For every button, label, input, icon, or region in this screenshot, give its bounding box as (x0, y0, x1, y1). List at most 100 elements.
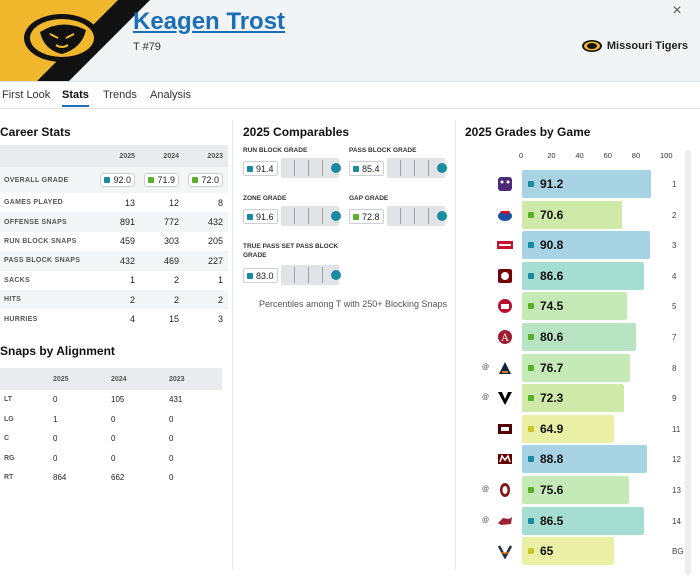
stat-value: 205 (207, 236, 223, 247)
comparables-caption: Percentiles among T with 250+ Blocking S… (259, 299, 448, 309)
grade-bar[interactable]: 70.6 (522, 200, 622, 229)
tab-trends[interactable]: Trends (103, 89, 137, 101)
player-name[interactable]: Keagen Trost (133, 8, 286, 35)
grade-bar[interactable]: 75.6 (522, 476, 629, 504)
stat-label: SACKS (4, 276, 31, 284)
alignment-label: RG (4, 454, 15, 462)
scale-tick: 0 (519, 151, 524, 160)
grade-bar[interactable]: 72.3 (522, 384, 624, 413)
table-row: LT 0 105 431 (0, 390, 222, 410)
week-label: 14 (672, 516, 681, 526)
stat-value: 2 (140, 289, 184, 310)
comparable-label: RUN BLOCK GRADE (243, 147, 308, 154)
grade-bar[interactable]: 74.5 (522, 292, 628, 321)
stat-value: 2 (173, 275, 179, 286)
scale-tick: 80 (631, 151, 641, 160)
stat-value: 1 (217, 275, 223, 286)
grade-bar[interactable]: 91.2 (522, 170, 651, 198)
grade-value: 80.6 (540, 330, 564, 344)
stat-value: 13 (124, 197, 135, 208)
week-label: 7 (672, 333, 677, 342)
uva-icon (497, 543, 513, 560)
table-row: PASS BLOCK SNAPS 432 469 227 (0, 251, 228, 271)
percentile-bar (281, 206, 341, 226)
grade-value: 86.6 (540, 268, 564, 283)
tab-stats[interactable]: Stats (62, 89, 89, 107)
stat-value: 8 (217, 197, 223, 208)
grade-value: 75.6 (540, 483, 564, 497)
overall-grade-pill: 72.0 (188, 173, 223, 187)
svg-text:A: A (500, 333, 509, 344)
table-row: SACKS 1 2 1 (0, 271, 228, 290)
grade-bar[interactable]: 76.7 (522, 353, 631, 382)
year-header: 2025 (96, 145, 140, 167)
career-stats-table: 2025 2024 2023 OVERALL GRADE 92.0 71.9 7… (0, 145, 228, 329)
snap-value: 0 (169, 473, 174, 483)
ou-icon (497, 482, 513, 498)
stat-label: HURRIES (4, 315, 38, 323)
away-marker: @ (482, 516, 490, 524)
grade-value: 72.3 (540, 391, 564, 406)
grade-bar[interactable]: 65 (522, 537, 614, 566)
stat-value: 1 (129, 275, 135, 286)
comparable-value: 91.4 (243, 161, 278, 176)
stat-label: GAMES PLAYED (4, 199, 63, 207)
stat-label: HITS (0, 289, 96, 310)
comparable-label: TRUE PASS SET PASS BLOCK GRADE (243, 243, 339, 259)
grade-bar[interactable]: 80.6 (522, 323, 636, 351)
wordmark-icon (497, 237, 513, 253)
year-header: 2024 (111, 368, 169, 390)
grade-bar[interactable]: 86.6 (522, 261, 645, 290)
scrollbar[interactable] (685, 150, 691, 575)
away-marker: @ (482, 486, 490, 493)
grade-value: 86.5 (540, 513, 564, 528)
atm-icon (497, 421, 513, 437)
grade-bar[interactable]: 88.8 (522, 445, 648, 474)
grade-value: 64.9 (540, 421, 564, 436)
scale-tick: 100 (660, 151, 673, 160)
percentile-bar (387, 206, 447, 226)
table-row: RT 864 662 0 (0, 468, 222, 488)
comparable-label: PASS BLOCK GRADE (349, 147, 417, 154)
table-row: GAMES PLAYED 13 12 8 (0, 193, 228, 212)
hog-icon (497, 513, 513, 529)
week-label: 4 (672, 271, 677, 281)
scale-tick: 40 (575, 151, 584, 160)
grade-bar[interactable]: 64.9 (522, 414, 614, 443)
scale-tick: 20 (547, 151, 556, 160)
overall-grade-pill: 92.0 (100, 173, 135, 187)
close-icon[interactable]: × (672, 2, 682, 19)
a-icon: A (497, 329, 513, 345)
snap-value: 105 (111, 395, 125, 405)
table-row: HITS 2 2 2 (0, 289, 228, 310)
grade-bar[interactable]: 90.8 (522, 231, 651, 260)
week-label: 12 (672, 455, 681, 465)
stat-value: 303 (163, 236, 179, 247)
tab-analysis[interactable]: Analysis (150, 89, 191, 101)
snap-value: 0 (169, 453, 174, 463)
team-name: Missouri Tigers (606, 40, 688, 52)
tab-first-look[interactable]: First Look (2, 89, 51, 101)
comparable-value: 83.0 (243, 268, 278, 283)
comparable-value: 85.4 (349, 161, 384, 176)
stat-value: 15 (168, 314, 179, 325)
snap-value: 0 (111, 453, 116, 463)
week-label: 9 (672, 394, 677, 404)
grade-bar[interactable]: 86.5 (522, 506, 644, 535)
alignment-label: RT (4, 474, 14, 482)
stat-label: OFFENSE SNAPS (0, 212, 96, 232)
stat-value: 432 (184, 212, 228, 232)
snap-value: 0 (53, 453, 58, 463)
grade-value: 88.8 (540, 452, 564, 467)
tab-bar: First Look Stats Trends Analysis (0, 82, 700, 109)
grades-title: 2025 Grades by Game (465, 125, 591, 139)
comparable-value: 91.6 (243, 209, 278, 224)
team-logo-banner (0, 0, 150, 81)
year-header: 2024 (140, 145, 184, 167)
table-row: RG 0 0 0 (0, 449, 222, 469)
msu-icon (497, 451, 513, 467)
grade-value: 70.6 (540, 207, 564, 222)
percentile-bar (281, 265, 341, 285)
week-label: 1 (672, 180, 677, 189)
table-row: OFFENSE SNAPS 891 772 432 (0, 212, 228, 232)
